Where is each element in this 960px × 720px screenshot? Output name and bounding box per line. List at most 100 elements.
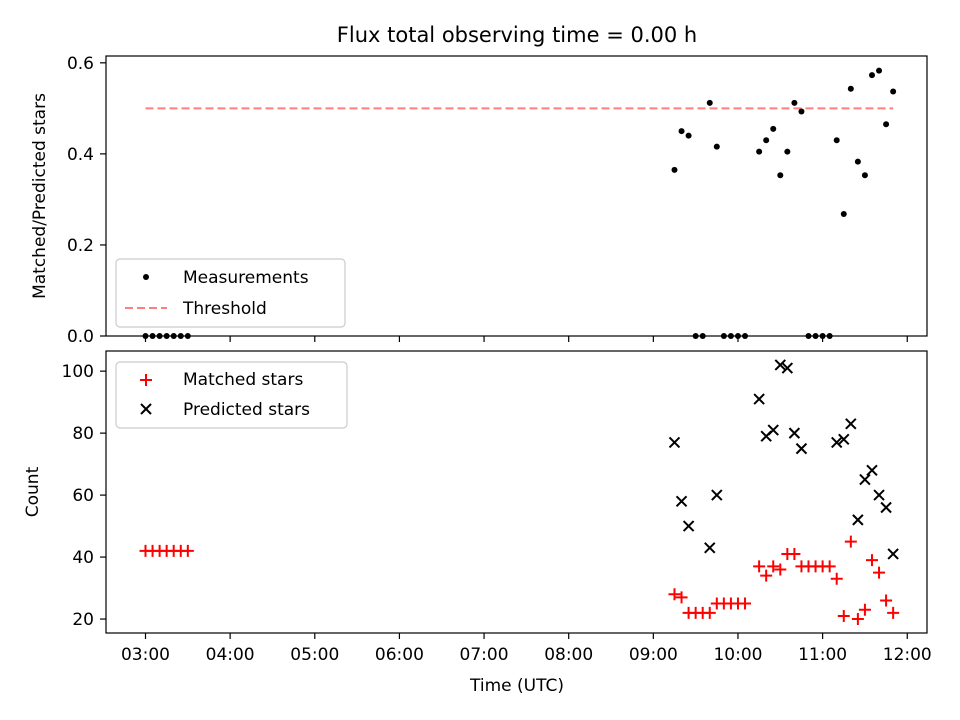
ratio-plot-frame bbox=[105, 55, 928, 337]
measurement-point bbox=[756, 148, 763, 155]
count-y-tick-label: 60 bbox=[72, 486, 94, 506]
measurement-point bbox=[763, 137, 770, 144]
count-y-tick-label: 100 bbox=[62, 362, 94, 382]
measurement-point bbox=[890, 88, 897, 95]
x-tick-label: 03:00 bbox=[121, 645, 170, 665]
x-tick-label: 10:00 bbox=[713, 645, 762, 665]
predicted-point bbox=[675, 495, 688, 508]
measurement-point bbox=[678, 128, 685, 135]
predicted-point bbox=[866, 464, 878, 477]
matched-point bbox=[675, 591, 688, 604]
matched-point bbox=[767, 560, 780, 573]
predicted-point bbox=[795, 442, 808, 455]
measurement-point bbox=[868, 72, 875, 79]
matched-point bbox=[668, 588, 681, 601]
measurement-point bbox=[671, 166, 678, 173]
predicted-point bbox=[887, 548, 899, 560]
predicted-point bbox=[852, 514, 864, 526]
x-axis-label: Time (UTC) bbox=[469, 676, 564, 696]
ratio-legend: Measurements Threshold bbox=[115, 258, 346, 328]
measurement-point bbox=[833, 137, 840, 144]
x-tick-label: 05:00 bbox=[290, 645, 339, 665]
matched-point bbox=[851, 613, 864, 626]
ratio-y-axis-label: Matched/Predicted stars bbox=[30, 93, 50, 299]
ratio-plot: 0.0 0.2 0.4 0.6 Matched/Predicted stars Mea… bbox=[30, 54, 928, 347]
matched-point bbox=[865, 554, 878, 567]
predicted-point bbox=[831, 436, 843, 449]
measurement-point bbox=[777, 172, 784, 179]
legend-matched-label: Matched stars bbox=[183, 370, 303, 390]
x-tick-label: 04:00 bbox=[206, 645, 255, 665]
count-y-tick-label: 80 bbox=[72, 424, 94, 444]
matched-point bbox=[837, 609, 850, 622]
figure-title: Flux total observing time = 0.00 h bbox=[337, 23, 697, 47]
measurement-point bbox=[770, 125, 777, 132]
x-tick-label: 12:00 bbox=[883, 645, 932, 665]
matched-point bbox=[703, 606, 716, 619]
matched-point bbox=[823, 560, 836, 573]
matched-point bbox=[858, 603, 871, 616]
ratio-y-tick-label: 0.0 bbox=[67, 327, 94, 347]
matched-point bbox=[753, 560, 766, 573]
matched-point bbox=[788, 547, 801, 560]
legend-measurement-label: Measurements bbox=[183, 268, 309, 288]
ratio-legend-box bbox=[115, 258, 346, 328]
matched-point bbox=[887, 606, 900, 619]
legend-measurement-marker bbox=[143, 274, 149, 280]
measurement-point bbox=[883, 121, 890, 128]
matched-point bbox=[760, 569, 773, 582]
legend-matched-marker bbox=[140, 374, 152, 386]
count-y-axis-label: Count bbox=[23, 466, 43, 517]
count-plot-frame bbox=[105, 350, 928, 634]
ratio-y-tick-label: 0.2 bbox=[67, 236, 94, 256]
predicted-point bbox=[880, 501, 892, 514]
count-plot: 03:00 04:00 05:00 06:00 07:00 08:00 09:00 10:00… bbox=[23, 350, 932, 665]
predicted-point bbox=[753, 393, 765, 405]
measurement-point bbox=[840, 210, 847, 217]
matched-point bbox=[774, 563, 787, 576]
legend-predicted-marker bbox=[140, 403, 152, 415]
measurement-point bbox=[713, 143, 720, 150]
measurement-point bbox=[847, 85, 854, 92]
measurement-point bbox=[791, 99, 798, 106]
predicted-point bbox=[873, 489, 885, 501]
predicted-point bbox=[838, 433, 850, 446]
measurement-point bbox=[798, 108, 805, 115]
legend-threshold-label: Threshold bbox=[182, 299, 267, 319]
x-tick-label: 11:00 bbox=[798, 645, 847, 665]
predicted-point bbox=[668, 436, 681, 449]
predicted-point bbox=[781, 362, 794, 374]
matched-point bbox=[880, 594, 893, 607]
measurement-point bbox=[876, 67, 883, 74]
x-tick-label: 09:00 bbox=[629, 645, 678, 665]
ratio-y-tick-label: 0.4 bbox=[67, 145, 94, 165]
count-legend: Matched stars Predicted stars bbox=[115, 361, 348, 429]
predicted-point bbox=[682, 520, 695, 532]
measurement-point bbox=[706, 99, 713, 106]
x-tick-label: 08:00 bbox=[544, 645, 593, 665]
count-y-tick-label: 20 bbox=[72, 610, 94, 630]
predicted-point bbox=[711, 489, 723, 501]
predicted-point bbox=[704, 542, 716, 554]
predicted-point bbox=[859, 473, 871, 486]
predicted-point bbox=[845, 418, 857, 430]
count-y-tick-label: 40 bbox=[72, 548, 94, 568]
legend-predicted-label: Predicted stars bbox=[183, 400, 310, 420]
measurement-point bbox=[784, 148, 791, 155]
predicted-point bbox=[767, 424, 779, 436]
count-legend-box bbox=[115, 361, 348, 429]
x-tick-label: 07:00 bbox=[460, 645, 509, 665]
measurement-point bbox=[861, 172, 868, 179]
measurement-point bbox=[685, 132, 692, 139]
matched-point bbox=[873, 566, 886, 579]
matched-point bbox=[739, 597, 752, 610]
matched-point bbox=[181, 544, 194, 557]
ratio-y-tick-label: 0.6 bbox=[67, 54, 94, 74]
matched-point bbox=[830, 572, 843, 585]
predicted-point bbox=[774, 359, 786, 371]
matched-point bbox=[844, 535, 857, 548]
predicted-point bbox=[788, 427, 801, 439]
x-tick-label: 06:00 bbox=[375, 645, 424, 665]
